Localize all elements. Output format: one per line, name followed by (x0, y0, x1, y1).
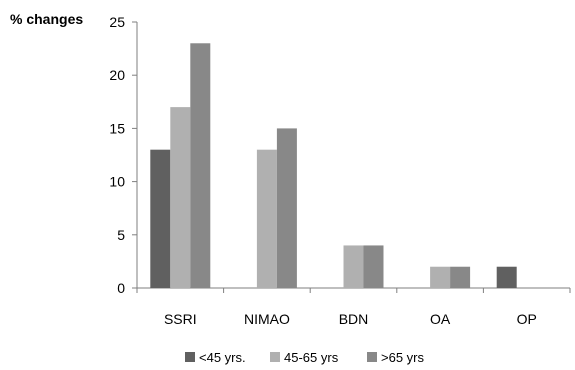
bar (363, 245, 384, 288)
legend-swatch (185, 352, 195, 362)
bar (170, 107, 191, 289)
x-tick-label: BDN (339, 311, 369, 327)
y-tick-label: 20 (109, 67, 125, 83)
y-tick-label: 10 (109, 174, 125, 190)
legend-label: <45 yrs. (199, 350, 246, 365)
x-tick-label: NIMAO (244, 311, 290, 327)
y-tick-label: 25 (109, 14, 125, 30)
x-tick-labels: SSRI NIMAO BDN OA OP (164, 311, 537, 327)
bar (450, 266, 471, 288)
legend-swatch (367, 352, 377, 362)
y-tick-label: 5 (117, 227, 125, 243)
bar (190, 43, 211, 288)
x-tick-label: SSRI (164, 311, 197, 327)
y-tick-label: 0 (117, 280, 125, 296)
bar (343, 245, 364, 288)
bar (256, 149, 277, 288)
bar (276, 128, 297, 288)
bars (150, 43, 517, 289)
bar (430, 266, 451, 288)
y-tick-labels: 0 5 10 15 20 25 (109, 14, 125, 296)
legend-label: 45-65 yrs (284, 350, 339, 365)
x-tick-label: OP (517, 311, 537, 327)
legend-label: >65 yrs (381, 350, 424, 365)
bar (496, 266, 517, 288)
bar (150, 149, 171, 288)
y-axis-label: % changes (10, 11, 83, 27)
x-tick-label: OA (430, 311, 451, 327)
legend-swatch (270, 352, 280, 362)
legend: <45 yrs. 45-65 yrs >65 yrs (185, 350, 424, 365)
y-tick-label: 15 (109, 120, 125, 136)
